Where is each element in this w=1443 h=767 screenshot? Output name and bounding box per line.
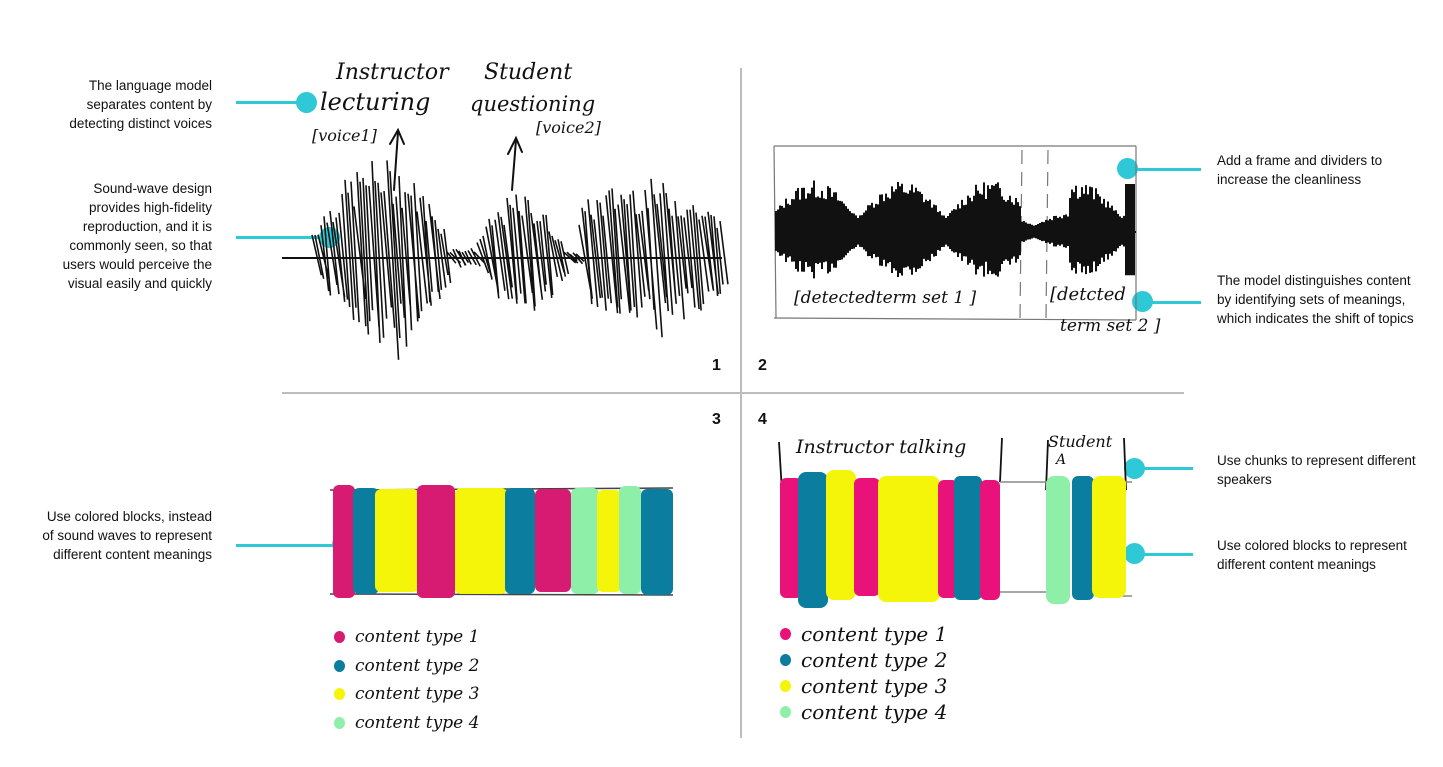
block [505,488,535,594]
block [375,489,419,592]
block [798,472,828,608]
legend-label: content type 4 [801,700,947,724]
block [641,489,673,595]
block [854,478,880,596]
chunk-bracket [1000,438,1002,482]
legend-left-item-3: content type 3 [334,684,479,704]
block [1072,476,1094,600]
block [455,488,507,594]
legend-label: content type 4 [355,713,479,733]
legend-swatch [780,628,791,640]
block [980,480,1000,600]
legend-swatch [780,654,791,666]
legend-swatch [334,631,345,643]
legend-swatch [780,706,791,718]
block [878,476,940,602]
block [417,485,455,598]
block [826,470,856,600]
legend-right-item-1: content type 1 [780,622,947,646]
legend-right-item-4: content type 4 [780,700,947,724]
legend-right-item-3: content type 3 [780,674,947,698]
speaker-chunks-sketch [770,430,1140,615]
label-term-set-2-line1: [detcted [1050,284,1126,305]
sound-wave-sketch [282,150,727,360]
legend-swatch [334,688,345,700]
legend-right-item-2: content type 2 [780,648,947,672]
legend-label: content type 3 [801,674,947,698]
block [571,488,599,594]
legend-swatch [334,660,345,672]
label-term-set-2-line2: term set 2 ] [1060,316,1160,336]
legend-left-item-1: content type 1 [334,627,479,647]
block [333,485,355,598]
block [535,489,571,592]
legend-swatch [780,680,791,692]
legend-swatch [334,717,345,729]
legend-left-item-4: content type 4 [334,713,479,733]
legend-label: content type 2 [355,656,479,676]
block [1046,476,1070,604]
block [1092,476,1126,598]
legend-label: content type 2 [801,648,947,672]
block [619,486,641,594]
legend-label: content type 1 [801,622,947,646]
label-term-set-1: [detectedterm set 1 ] [794,288,976,308]
colored-blocks-sketch [325,480,680,605]
legend-left-item-2: content type 2 [334,656,479,676]
block [954,476,982,600]
legend-label: content type 1 [355,627,479,647]
legend-label: content type 3 [355,684,479,704]
block [597,490,621,592]
